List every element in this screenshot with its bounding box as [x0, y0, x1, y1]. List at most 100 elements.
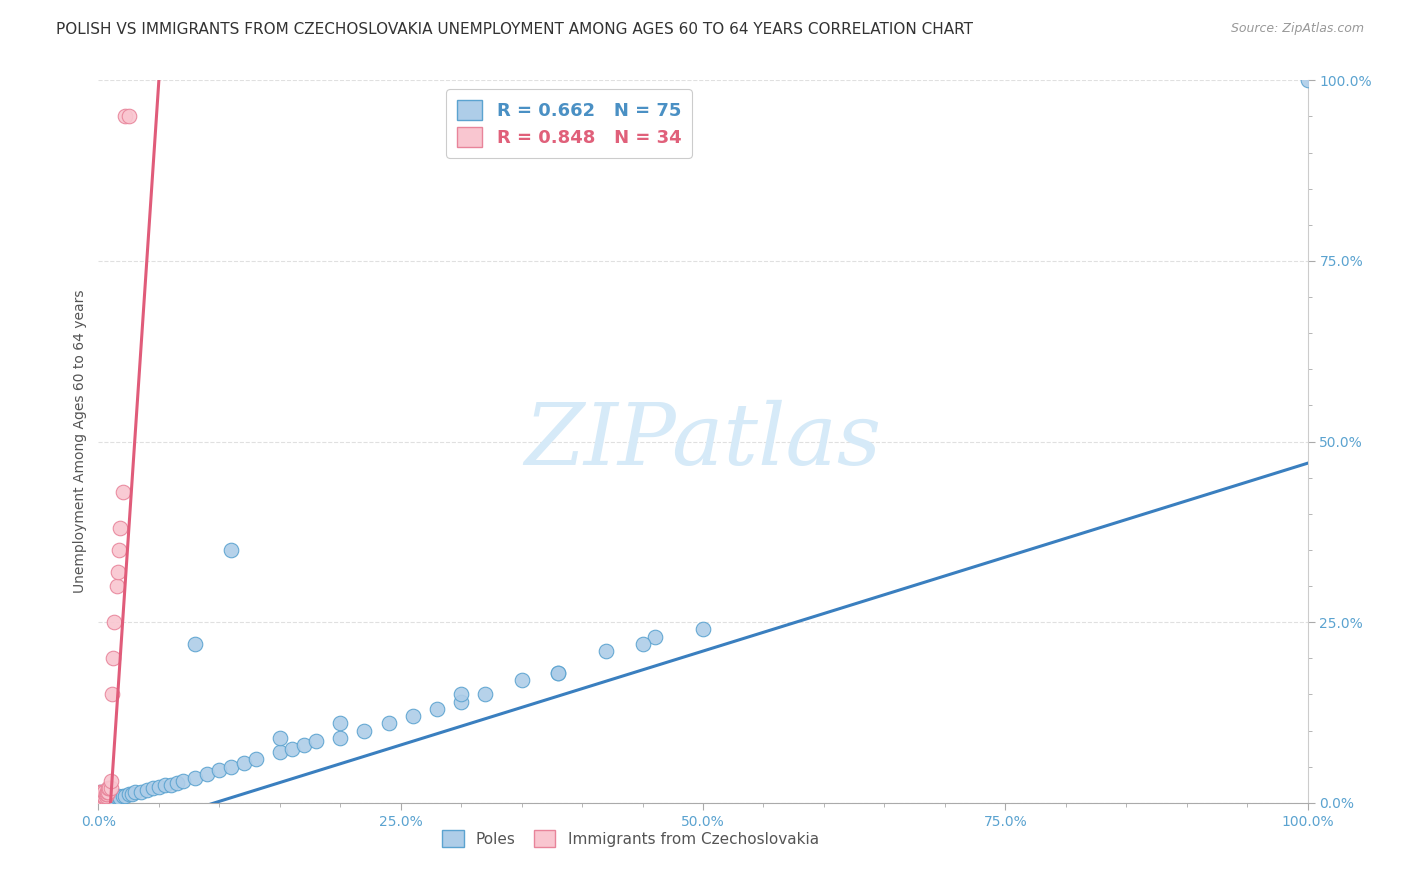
Point — [89, 790, 111, 805]
Point — [142, 781, 165, 796]
Point — [547, 665, 569, 680]
Point — [474, 687, 496, 701]
Point — [89, 792, 111, 806]
Point — [153, 778, 176, 792]
Point — [426, 702, 449, 716]
Point — [96, 792, 118, 806]
Point — [90, 787, 112, 801]
Point — [124, 785, 146, 799]
Point — [269, 745, 291, 759]
Point — [103, 792, 125, 806]
Point — [93, 792, 115, 806]
Point — [166, 775, 188, 789]
Point — [692, 623, 714, 637]
Point — [172, 774, 194, 789]
Point — [329, 716, 352, 731]
Point — [644, 630, 666, 644]
Point — [329, 731, 352, 745]
Text: ZIPatlas: ZIPatlas — [524, 401, 882, 483]
Point — [91, 789, 114, 803]
Point — [91, 792, 114, 806]
Point — [91, 789, 114, 803]
Point — [96, 785, 118, 799]
Point — [129, 785, 152, 799]
Point — [89, 787, 111, 801]
Point — [292, 738, 315, 752]
Point — [510, 673, 533, 687]
Point — [90, 790, 112, 805]
Point — [91, 792, 114, 806]
Point — [208, 764, 231, 778]
Point — [269, 731, 291, 745]
Y-axis label: Unemployment Among Ages 60 to 64 years: Unemployment Among Ages 60 to 64 years — [73, 290, 87, 593]
Point — [89, 792, 111, 806]
Point — [353, 723, 375, 738]
Point — [90, 787, 112, 801]
Point — [103, 615, 125, 630]
Point — [377, 716, 399, 731]
Point — [93, 790, 115, 805]
Point — [232, 756, 254, 770]
Point — [281, 741, 304, 756]
Point — [91, 792, 114, 806]
Point — [89, 789, 111, 803]
Point — [97, 781, 120, 796]
Point — [108, 790, 131, 805]
Point — [100, 774, 122, 789]
Point — [94, 787, 117, 801]
Point — [96, 787, 118, 801]
Point — [111, 485, 134, 500]
Point — [89, 790, 111, 805]
Point — [91, 785, 114, 799]
Point — [221, 542, 243, 557]
Point — [90, 789, 112, 803]
Point — [450, 695, 472, 709]
Point — [195, 767, 218, 781]
Point — [91, 792, 114, 806]
Point — [93, 789, 115, 803]
Point — [89, 792, 111, 806]
Point — [450, 687, 472, 701]
Point — [94, 792, 117, 806]
Text: Source: ZipAtlas.com: Source: ZipAtlas.com — [1230, 22, 1364, 36]
Point — [98, 792, 121, 806]
Point — [121, 787, 143, 801]
Point — [631, 637, 654, 651]
Point — [118, 110, 141, 124]
Point — [97, 790, 120, 805]
Point — [107, 565, 129, 579]
Point — [101, 790, 124, 805]
Point — [184, 637, 207, 651]
Point — [105, 579, 128, 593]
Point — [89, 789, 111, 803]
Point — [90, 790, 112, 805]
Point — [94, 789, 117, 803]
Point — [100, 792, 122, 806]
Point — [93, 785, 115, 799]
Point — [100, 687, 122, 701]
Point — [100, 789, 122, 803]
Point — [100, 781, 122, 796]
Point — [91, 790, 114, 805]
Point — [108, 542, 131, 557]
Point — [91, 790, 114, 805]
Point — [105, 790, 128, 805]
Point — [595, 644, 617, 658]
Point — [93, 790, 115, 805]
Point — [135, 782, 157, 797]
Point — [114, 789, 136, 803]
Point — [90, 792, 112, 806]
Point — [90, 792, 112, 806]
Point — [107, 789, 129, 803]
Point — [245, 752, 267, 766]
Point — [160, 778, 183, 792]
Point — [305, 734, 328, 748]
Point — [89, 790, 111, 805]
Point — [221, 760, 243, 774]
Point — [89, 790, 111, 805]
Text: POLISH VS IMMIGRANTS FROM CZECHOSLOVAKIA UNEMPLOYMENT AMONG AGES 60 TO 64 YEARS : POLISH VS IMMIGRANTS FROM CZECHOSLOVAKIA… — [56, 22, 973, 37]
Point — [114, 110, 136, 124]
Point — [91, 789, 114, 803]
Point — [101, 651, 124, 665]
Point — [89, 785, 111, 799]
